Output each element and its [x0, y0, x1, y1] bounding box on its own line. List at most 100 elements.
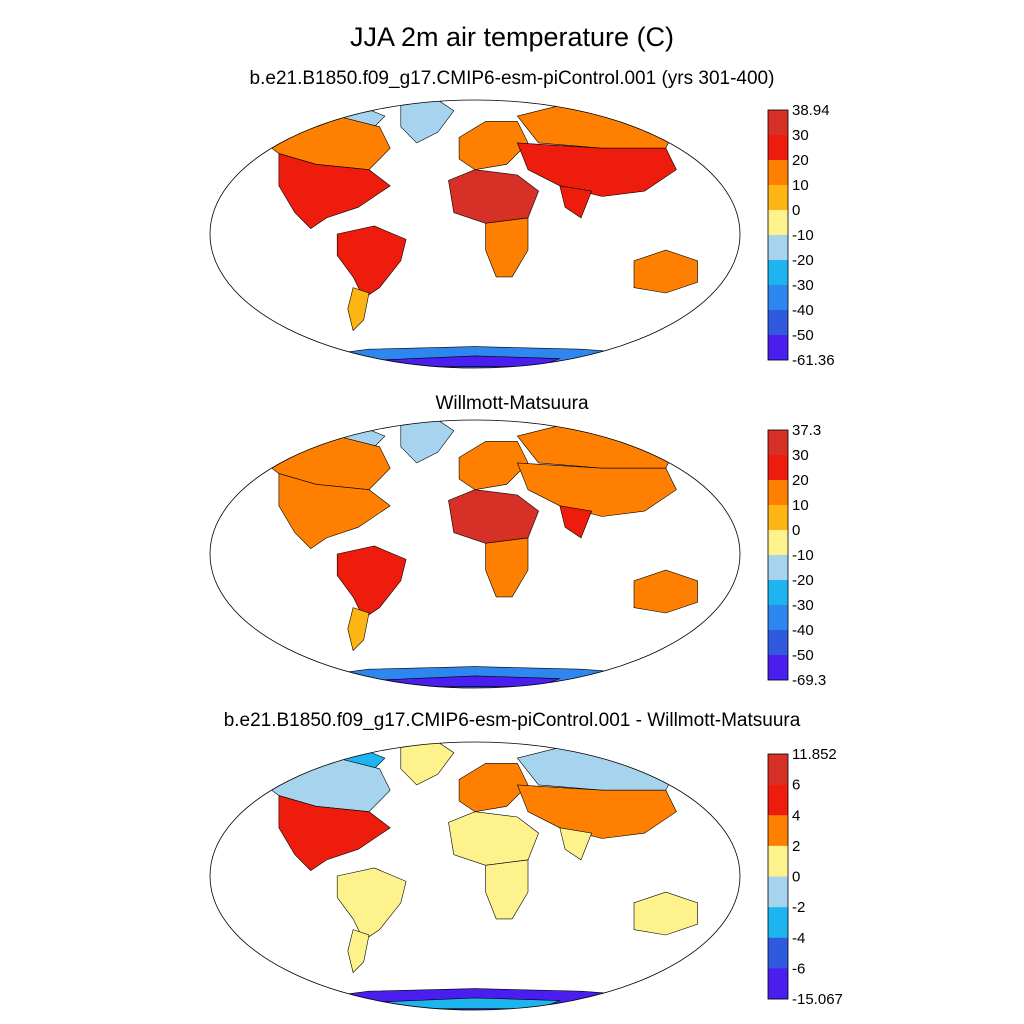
colorbar-tick-label: -15.067 [792, 991, 843, 1008]
colorbar-tick-label: 6 [792, 777, 800, 794]
colorbar-segment [768, 580, 788, 606]
region-australia [633, 569, 698, 614]
region-africa-north [448, 169, 539, 224]
region-india [559, 827, 593, 861]
region-south-america [336, 545, 407, 619]
region-siberia [516, 747, 677, 791]
colorbar-segment [768, 876, 788, 908]
colorbar-segment [768, 605, 788, 631]
colorbar-segment [768, 160, 788, 186]
region-asia [516, 142, 677, 197]
colorbar-tick-label: -6 [792, 960, 805, 977]
region-africa-south [485, 859, 529, 920]
region-africa-south [485, 217, 529, 278]
region-patagonia [347, 929, 370, 974]
region-patagonia [347, 287, 370, 332]
colorbar-segment [768, 210, 788, 236]
panel-title-obs: Willmott-Matsuura [435, 393, 589, 414]
colorbar-segment [768, 784, 788, 816]
colorbar-segment [768, 754, 788, 785]
region-africa-north [448, 811, 539, 866]
region-north-america [278, 795, 391, 871]
colorbar-segment [768, 630, 788, 656]
colorbar-tick-label: 0 [792, 522, 800, 539]
colorbar-tick-label: 11.852 [792, 746, 837, 763]
colorbar-segment [768, 505, 788, 531]
colorbar-segment [768, 455, 788, 481]
colorbar-segment [768, 845, 788, 877]
colorbar-tick-label: 37.3 [792, 422, 821, 439]
colorbar-segment [768, 907, 788, 939]
colorbar-tick-label: 2 [792, 838, 800, 855]
colorbar-tick-label: 38.94 [792, 102, 830, 119]
panel-title-diff: b.e21.B1850.f09_g17.CMIP6-esm-piControl.… [223, 710, 801, 731]
colorbar-frame [767, 429, 789, 681]
colorbar-tick-label: 30 [792, 447, 809, 464]
colorbar-segment [768, 555, 788, 581]
colorbar-tick-label: -10 [792, 227, 814, 244]
colorbar-segment [768, 655, 788, 681]
region-greenland [400, 742, 455, 786]
colorbar-tick-label: 4 [792, 807, 800, 824]
colorbar-segment [768, 480, 788, 506]
colorbar-tick-label: 10 [792, 497, 809, 514]
colorbar-segment [768, 530, 788, 556]
colorbar-segment [768, 937, 788, 969]
colorbar-segment [768, 335, 788, 361]
region-africa-south [485, 537, 529, 598]
colorbar-tick-label: -61.36 [792, 352, 835, 369]
colorbar-segment [768, 185, 788, 211]
colorbar-segment [768, 110, 788, 136]
colorbar-segment [768, 310, 788, 336]
region-india [559, 505, 593, 539]
colorbar-tick-label: -10 [792, 547, 814, 564]
colorbar-tick-label: -4 [792, 930, 805, 947]
colorbar-tick-label: 20 [792, 152, 809, 169]
map-land-model [257, 100, 698, 368]
colorbar-tick-label: -69.3 [792, 672, 826, 689]
map-outline [209, 419, 741, 689]
region-patagonia [347, 607, 370, 652]
colorbar-tick-label: -30 [792, 277, 814, 294]
region-asia [516, 462, 677, 517]
region-europe [458, 441, 529, 491]
colorbar-segment [768, 285, 788, 311]
colorbar-segment [768, 135, 788, 161]
figure-title: JJA 2m air temperature (C) [349, 22, 675, 52]
colorbar-tick-label: 30 [792, 127, 809, 144]
colorbar-tick-label: 0 [792, 202, 800, 219]
colorbar-tick-label: 10 [792, 177, 809, 194]
colorbar-tick-label: -40 [792, 302, 814, 319]
region-india [559, 185, 593, 219]
region-europe [458, 763, 529, 813]
colorbar-segment [768, 260, 788, 286]
panel-title-model: b.e21.B1850.f09_g17.CMIP6-esm-piControl.… [249, 68, 775, 89]
colorbar-tick-label: -50 [792, 647, 814, 664]
colorbar-tick-label: -20 [792, 572, 814, 589]
region-north-america [278, 153, 391, 229]
region-south-america [336, 867, 407, 941]
map-outline [209, 741, 741, 1011]
colorbar-frame [767, 109, 789, 361]
colorbar-tick-label: -40 [792, 622, 814, 639]
region-europe [458, 121, 529, 171]
colorbar-tick-label: -20 [792, 252, 814, 269]
map-outline [209, 99, 741, 369]
colorbar-segment [768, 968, 788, 1000]
region-south-america [336, 225, 407, 299]
colorbar-segment [768, 815, 788, 847]
region-africa-north [448, 489, 539, 544]
region-asia [516, 784, 677, 839]
region-greenland [400, 100, 455, 144]
region-australia [633, 249, 698, 294]
colorbar-tick-label: 0 [792, 869, 800, 886]
colorbar-segment [768, 235, 788, 261]
colorbar-tick-label: -30 [792, 597, 814, 614]
colorbar-tick-label: 20 [792, 472, 809, 489]
colorbar-segment [768, 430, 788, 456]
colorbar-tick-label: -50 [792, 327, 814, 344]
map-land-diff [257, 742, 698, 1010]
